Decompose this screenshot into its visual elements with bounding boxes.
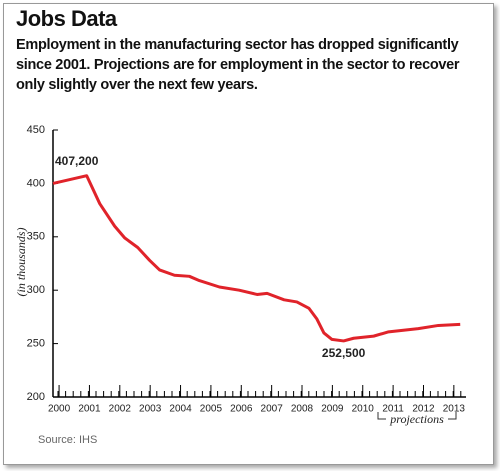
x-tick-label: 2002 (109, 404, 132, 415)
chart-title: Jobs Data (16, 6, 117, 31)
x-tick-label: 2009 (321, 404, 344, 415)
x-tick-label: 2003 (139, 404, 162, 415)
y-tick-label: 350 (27, 231, 45, 243)
x-tick-label: 2008 (291, 404, 314, 415)
x-tick-label: 2001 (78, 404, 101, 415)
x-tick-label: 2004 (169, 404, 192, 415)
x-tick-label: 2010 (352, 404, 375, 415)
y-tick-label: 250 (27, 338, 45, 350)
x-tick-label: 2007 (261, 404, 284, 415)
line (52, 174, 461, 343)
chart-subtitle: Employment in the manufacturing sector h… (16, 37, 460, 93)
y-tick-label: 300 (27, 284, 45, 296)
value-label: 252,500 (322, 346, 366, 360)
y-tick-label: 400 (27, 177, 45, 189)
projection-bracket (377, 412, 457, 420)
y-axis-label: (in thousands) (14, 227, 28, 296)
value-label: 407,200 (55, 154, 99, 168)
y-tick-label: 450 (27, 124, 45, 136)
x-tick-label: 2005 (200, 404, 223, 415)
x-tick-label: 2000 (48, 404, 71, 415)
x-tick-label: 2012 (412, 404, 435, 415)
x-tick-label: 2013 (443, 404, 466, 415)
x-tick-label: 2011 (382, 404, 404, 415)
projection-label: projections (389, 412, 444, 426)
x-tick-label: 2006 (230, 404, 253, 415)
frame (3, 3, 494, 465)
source: Source: IHS (38, 434, 97, 446)
y-tick-label: 200 (27, 391, 45, 403)
